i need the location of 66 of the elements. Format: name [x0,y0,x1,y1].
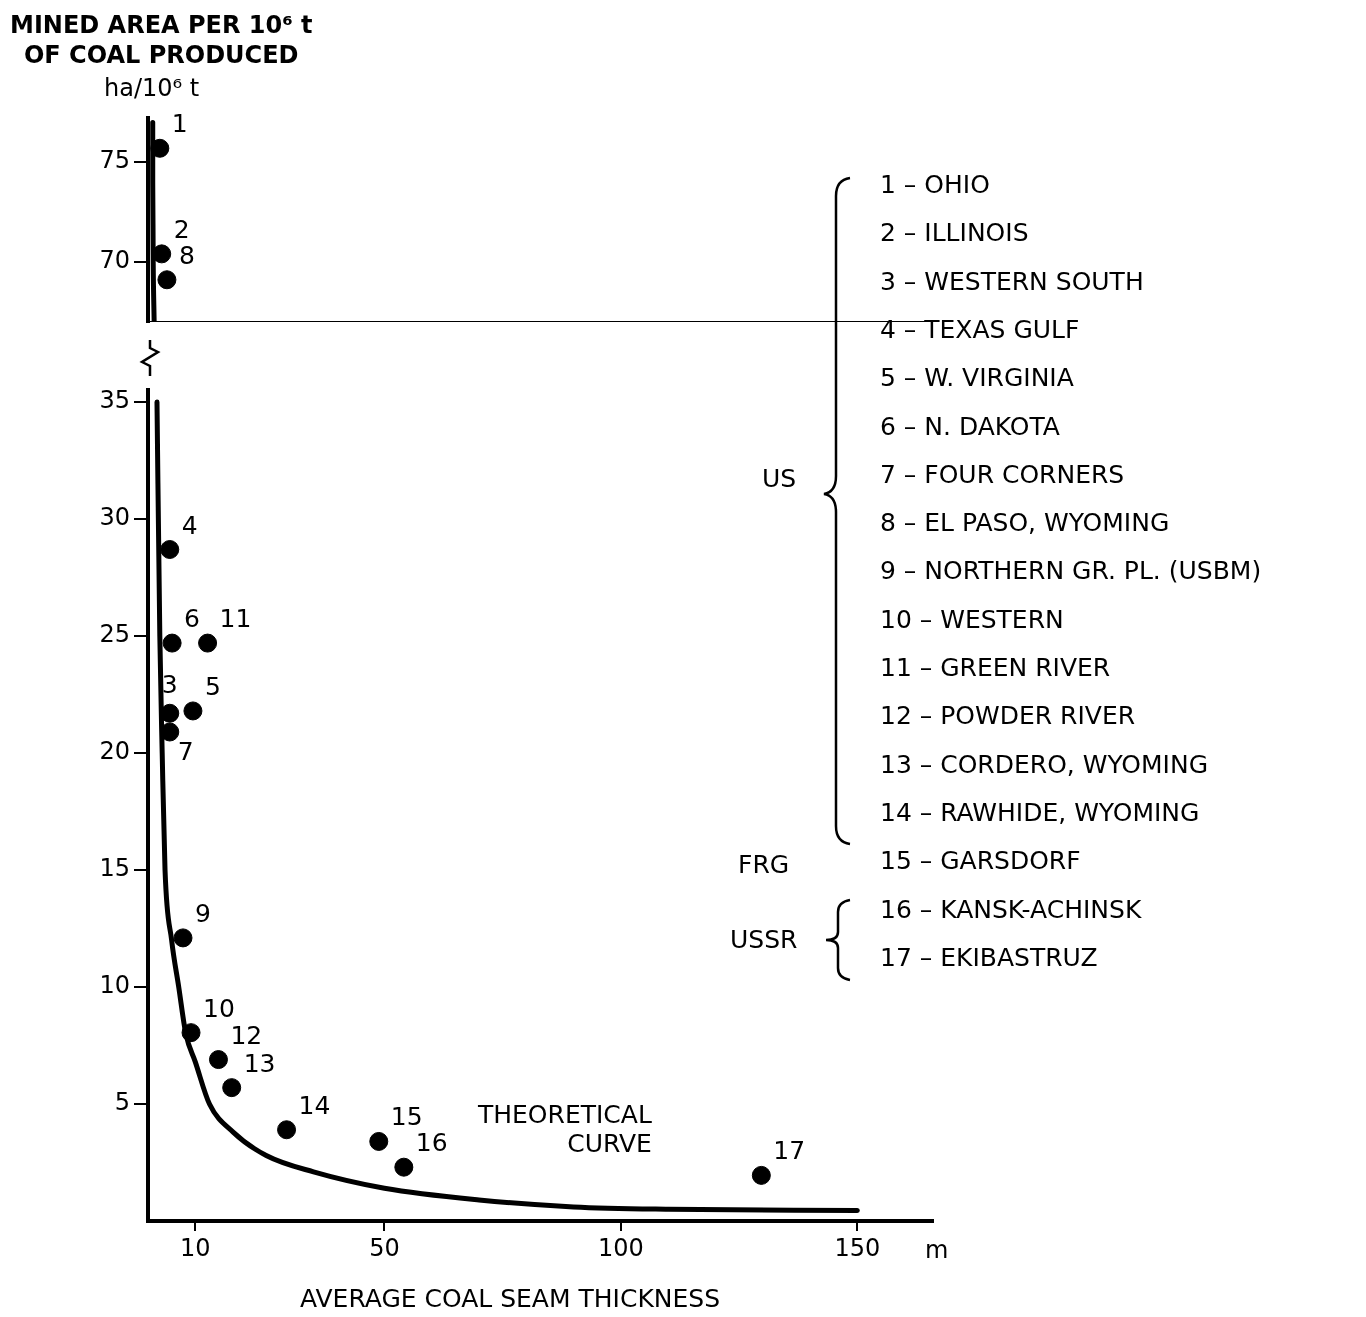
annotation: 3 – WESTERN SOUTH [880,266,1144,296]
y-tick-label: 75 [99,146,130,175]
annotation: 8 – EL PASO, WYOMING [880,508,1170,538]
point [369,1131,389,1151]
y-tick-label: 25 [99,620,130,649]
annotation: 10 – WESTERN [880,604,1064,634]
annotation: 1 [171,109,188,139]
x-tick-label: 50 [369,1233,400,1262]
point [394,1157,414,1177]
y-tick-label: 70 [99,246,130,275]
y-tick-label: 35 [99,386,130,415]
y-tick-label: 20 [99,737,130,766]
annotation: 13 [243,1048,276,1078]
point [160,540,180,559]
annotation: 16 – KANSK-ACHINSK [880,894,1142,924]
x-tick-label: 150 [834,1233,881,1262]
annotation: 2 – ILLINOIS [880,218,1029,248]
annotation: 1 – OHIO [880,170,990,199]
annotation: 4 – TEXAS GULF [880,314,1080,344]
point [277,1120,297,1140]
y-tick-label: 30 [99,503,130,532]
annotation: 5 [204,671,221,701]
annotation: USSR [730,925,798,954]
annotation: FRG [738,850,790,879]
annotation: 12 – POWDER RIVER [880,701,1136,731]
annotation: 3 [161,670,178,700]
point [198,633,218,653]
annotation: 9 – NORTHERN GR. PL. (USBM) [880,556,1262,586]
y-tick-label: 5 [114,1088,130,1117]
annotation: 17 – EKIBASTRUZ [880,942,1098,972]
y-tick-label: 10 [99,971,130,1000]
annotation: 6 – N. DAKOTA [880,411,1060,441]
annotation: 7 [177,737,194,766]
x-tick-label: 10 [180,1233,211,1262]
point [162,633,182,653]
point [173,928,193,948]
point [160,703,180,723]
annotation: US [762,464,797,493]
x-axis-title: AVERAGE COAL SEAM THICKNESS [300,1284,721,1313]
point [150,138,170,158]
annotation: 4 [181,510,198,540]
annotation: 6 [184,604,201,634]
point [208,1050,228,1070]
y-tick-label: 15 [99,854,130,883]
point [152,244,172,264]
point [157,270,177,290]
annotation: 11 – GREEN RIVER [880,653,1111,682]
annotation: 14 – RAWHIDE, WYOMING [880,797,1200,827]
text: m [925,1236,949,1264]
annotation: 12 [230,1020,263,1050]
annotation: 10 [203,993,235,1023]
annotation: 14 [298,1090,331,1120]
point [751,1165,771,1185]
text: ha/10⁶ t [104,74,200,102]
annotation: 15 – GARSDORF [880,846,1081,876]
annotation: 17 [773,1136,806,1166]
point [183,701,203,721]
annotation: 9 [194,898,211,928]
annotation: 7 – FOUR CORNERS [880,459,1125,489]
annotation: 11 [219,604,252,634]
x-tick-label: 100 [597,1233,644,1262]
point [222,1078,242,1098]
point [181,1023,201,1043]
annotation: THEORETICAL CURVE [478,1100,652,1158]
annotation: 5 – W. VIRGINIA [880,363,1074,393]
annotation: 13 – CORDERO, WYOMING [880,749,1209,779]
